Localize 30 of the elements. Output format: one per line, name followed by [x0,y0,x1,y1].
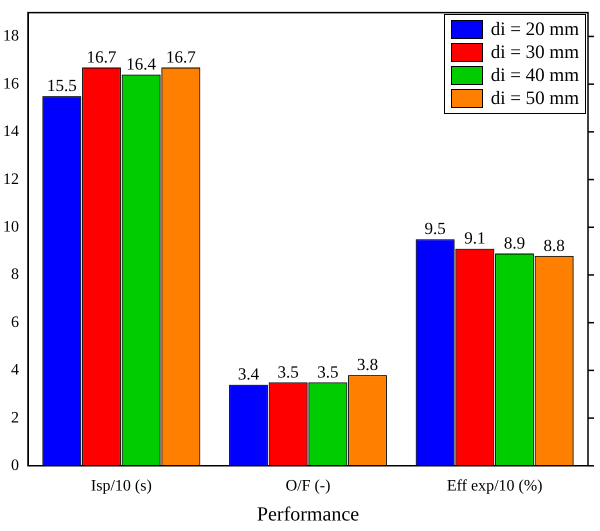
legend-label: di = 30 mm [490,41,579,64]
data-label: 15.5 [46,76,77,96]
data-label: 3.4 [238,364,260,384]
y-tick-label: 2 [11,409,19,426]
x-axis-title: Performance [256,503,360,526]
y-tick-label: 16 [3,75,19,92]
data-label: 8.8 [544,236,565,255]
x-tick-label: Isp/10 (s) [90,478,152,495]
y-tick-label: 4 [11,362,19,379]
y-tick-label: 8 [11,266,19,284]
data-label: 3.8 [356,355,378,374]
y-tick-label: 14 [3,123,19,140]
data-label: 8.9 [504,233,526,252]
y-tick-label: 18 [3,28,19,45]
y-tick-label: 0 [11,457,19,474]
data-label: 3.5 [278,362,299,382]
data-label: 16.4 [126,54,157,74]
data-label: 3.5 [317,362,338,382]
x-tick-label: O/F (-) [286,478,330,495]
legend-label: di = 40 mm [490,64,579,87]
legend-label: di = 50 mm [490,87,579,110]
data-label: 9.5 [424,219,446,238]
data-label: 9.1 [464,228,486,248]
y-tick-label: 6 [11,314,19,331]
data-label: 16.7 [166,47,196,66]
data-label: 16.7 [86,47,117,66]
x-tick-label: Eff exp/10 (%) [446,478,543,495]
y-tick-label: 12 [3,170,19,188]
legend-label: di = 20 mm [490,18,579,41]
y-tick-label: 10 [3,218,19,236]
